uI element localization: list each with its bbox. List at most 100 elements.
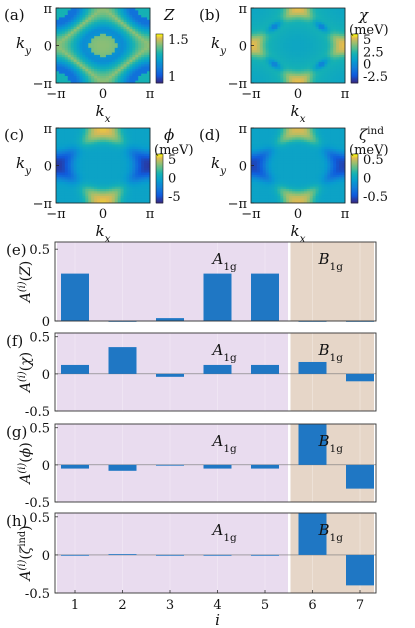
heatmap-cell bbox=[144, 66, 148, 70]
heatmap-cell bbox=[271, 139, 275, 143]
heatmap-cell bbox=[283, 191, 287, 195]
heatmap-cell bbox=[312, 174, 317, 178]
colorbar-cell bbox=[351, 78, 358, 80]
heatmap-cell bbox=[286, 29, 290, 32]
heatmap-cell bbox=[111, 139, 116, 143]
heatmap-cell bbox=[289, 144, 293, 148]
heatmap-cell bbox=[123, 73, 127, 77]
heatmap-cell bbox=[333, 17, 337, 21]
heatmap-cell bbox=[259, 19, 264, 23]
heatmap-cell bbox=[147, 75, 151, 79]
heatmap-cell bbox=[300, 186, 305, 190]
heatmap-cell bbox=[286, 191, 290, 195]
a1g-label-part: 1g bbox=[223, 261, 237, 273]
heatmap-cell bbox=[132, 146, 136, 150]
heatmap-cell bbox=[123, 8, 127, 11]
heatmap-cell bbox=[105, 198, 110, 202]
heatmap-cell bbox=[88, 31, 92, 35]
colorbar-cell bbox=[156, 176, 163, 178]
heatmap-cell bbox=[318, 61, 322, 65]
heatmap-cell bbox=[56, 12, 60, 16]
heatmap-cell bbox=[265, 78, 270, 82]
colorbar-quantity-label: χ bbox=[358, 6, 369, 24]
heatmap-cell bbox=[91, 29, 95, 32]
heatmap-cell bbox=[259, 184, 264, 187]
heatmap-cell bbox=[103, 132, 107, 136]
heatmap-cell bbox=[333, 160, 337, 164]
heatmap-cell bbox=[120, 80, 124, 84]
heatmap-cell bbox=[286, 135, 290, 138]
colorbar-quantity-label: ζind bbox=[359, 125, 384, 144]
axes-frame bbox=[54, 332, 377, 412]
heatmap-cell bbox=[251, 132, 255, 136]
heatmap-cell bbox=[144, 17, 148, 21]
heatmap-cell bbox=[147, 167, 151, 171]
heatmap-cell bbox=[114, 36, 119, 39]
heatmap-cell bbox=[251, 181, 255, 185]
colorbar-cell bbox=[351, 182, 358, 184]
heatmap-cell bbox=[265, 160, 270, 164]
heatmap-cell bbox=[289, 29, 293, 32]
heatmap-cell bbox=[70, 33, 75, 37]
heatmap-cell bbox=[312, 135, 317, 138]
heatmap-cell bbox=[144, 156, 148, 159]
heatmap-cell bbox=[251, 158, 255, 162]
heatmap-cell bbox=[298, 31, 302, 35]
colorbar-tick-label: -5 bbox=[168, 190, 181, 205]
heatmap-cell bbox=[286, 68, 290, 72]
heatmap-cell bbox=[73, 22, 77, 25]
heatmap-cell bbox=[123, 10, 127, 14]
heatmap-cell bbox=[251, 59, 255, 63]
colorbar-tick-label: 0 bbox=[363, 58, 371, 73]
heatmap-cell bbox=[306, 19, 311, 23]
heatmap-cell bbox=[274, 177, 278, 180]
heatmap-cell bbox=[298, 66, 302, 70]
heatmap-cell bbox=[103, 130, 107, 134]
heatmap-cell bbox=[61, 130, 66, 134]
heatmap-cell bbox=[315, 73, 319, 77]
heatmap-cell bbox=[327, 80, 331, 84]
heatmap-cell bbox=[330, 156, 334, 159]
heatmap-cell bbox=[85, 57, 89, 60]
heatmap-cell bbox=[277, 38, 281, 42]
heatmap-cell bbox=[289, 130, 293, 134]
heatmap-cell bbox=[85, 61, 89, 65]
heatmap-cell bbox=[56, 132, 60, 136]
heatmap-cell bbox=[64, 80, 69, 84]
heatmap-cell bbox=[82, 8, 86, 11]
heatmap-cell bbox=[103, 193, 107, 197]
x-tick-label: 7 bbox=[356, 598, 364, 613]
heatmap-cell bbox=[111, 198, 116, 202]
heatmap-cell bbox=[312, 57, 317, 60]
heatmap-cell bbox=[303, 43, 308, 46]
heatmap-cell bbox=[79, 17, 83, 21]
heatmap-cell bbox=[67, 128, 72, 131]
heatmap-cell bbox=[262, 80, 267, 84]
heatmap-cell bbox=[91, 64, 95, 67]
heatmap-cell bbox=[289, 73, 293, 77]
heatmap-cell bbox=[300, 31, 305, 35]
heatmap-cell bbox=[251, 68, 255, 72]
heatmap-cell bbox=[82, 144, 86, 148]
heatmap-cell bbox=[123, 61, 127, 65]
heatmap-cell bbox=[251, 22, 255, 25]
heatmap-cell bbox=[274, 165, 278, 169]
heatmap-cell bbox=[339, 24, 343, 28]
heatmap-cell bbox=[56, 66, 60, 70]
heatmap-cell bbox=[271, 200, 275, 204]
heatmap-cell bbox=[315, 198, 319, 202]
heatmap-cell bbox=[147, 172, 151, 176]
heatmap-cell bbox=[303, 151, 308, 155]
heatmap-cell bbox=[256, 24, 261, 28]
heatmap-cell bbox=[126, 68, 130, 72]
heatmap-cell bbox=[147, 33, 151, 37]
heatmap-cell bbox=[265, 142, 270, 145]
heatmap-cell bbox=[117, 47, 122, 51]
heatmap-cell bbox=[280, 12, 284, 16]
heatmap-cell bbox=[271, 40, 275, 44]
heatmap-cell bbox=[108, 130, 113, 134]
heatmap-cell bbox=[315, 132, 319, 136]
heatmap-cell bbox=[342, 59, 346, 63]
heatmap-cell bbox=[262, 128, 267, 131]
heatmap-cell bbox=[91, 137, 95, 141]
